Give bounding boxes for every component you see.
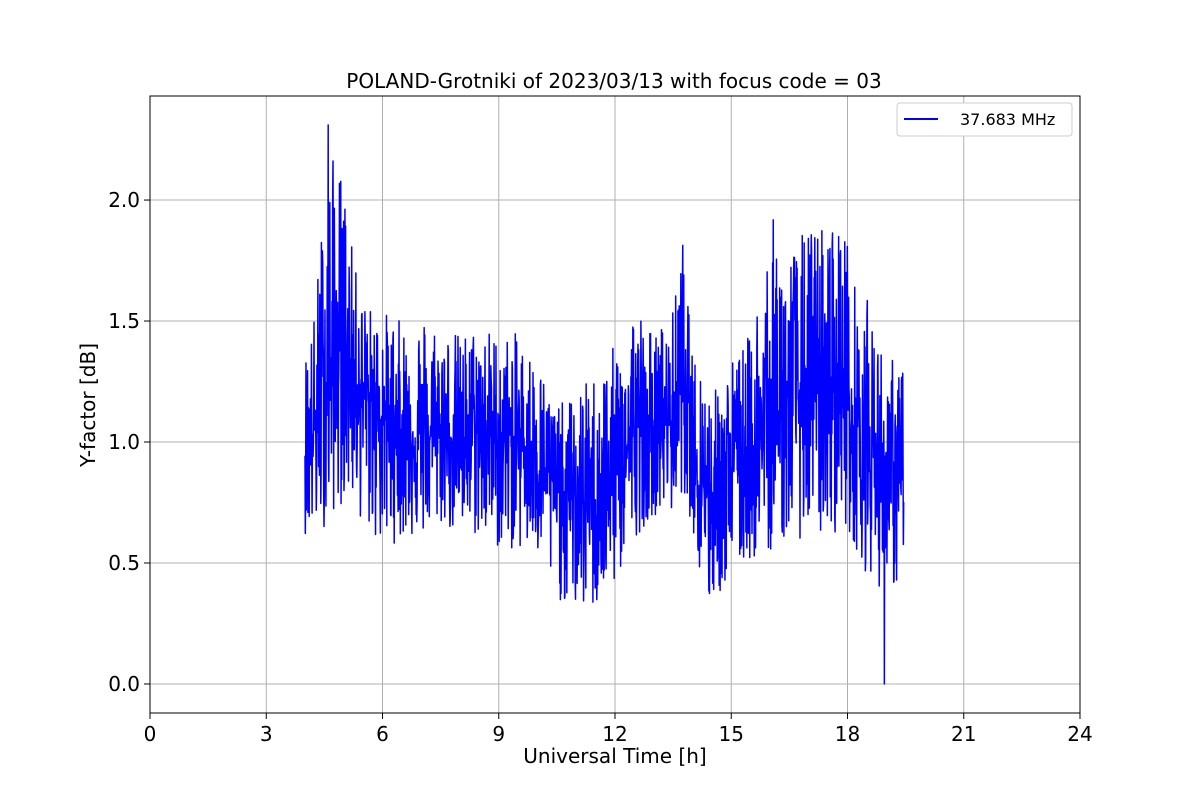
legend-box (896, 102, 1073, 137)
series-layer (304, 124, 905, 685)
x-tick-label: 0 (144, 722, 157, 746)
x-axis-label: Universal Time [h] (523, 744, 706, 768)
series-line-37683mhz (304, 124, 905, 685)
x-tick-label: 6 (376, 722, 389, 746)
x-tick-label: 21 (951, 722, 976, 746)
y-axis-label: Y-factor [dB] (76, 343, 100, 468)
x-tick-label: 3 (260, 722, 273, 746)
x-tick-label: 12 (602, 722, 627, 746)
x-tick-label: 18 (835, 722, 860, 746)
x-tick-label: 9 (492, 722, 505, 746)
y-tick-label: 0.0 (108, 672, 140, 696)
legend: 37.683 MHz (896, 102, 1073, 137)
chart-title: POLAND-Grotniki of 2023/03/13 with focus… (346, 69, 881, 93)
y-ticks: 0.0 0.5 1.0 1.5 2.0 (108, 188, 150, 696)
legend-label: 37.683 MHz (960, 110, 1055, 129)
x-tick-label: 15 (719, 722, 744, 746)
y-tick-label: 2.0 (108, 188, 140, 212)
y-tick-label: 1.5 (108, 309, 140, 333)
x-tick-label: 24 (1067, 722, 1092, 746)
x-ticks: 0 3 6 9 12 15 18 21 24 (144, 713, 1093, 746)
y-tick-label: 1.0 (108, 430, 140, 454)
y-tick-label: 0.5 (108, 551, 140, 575)
